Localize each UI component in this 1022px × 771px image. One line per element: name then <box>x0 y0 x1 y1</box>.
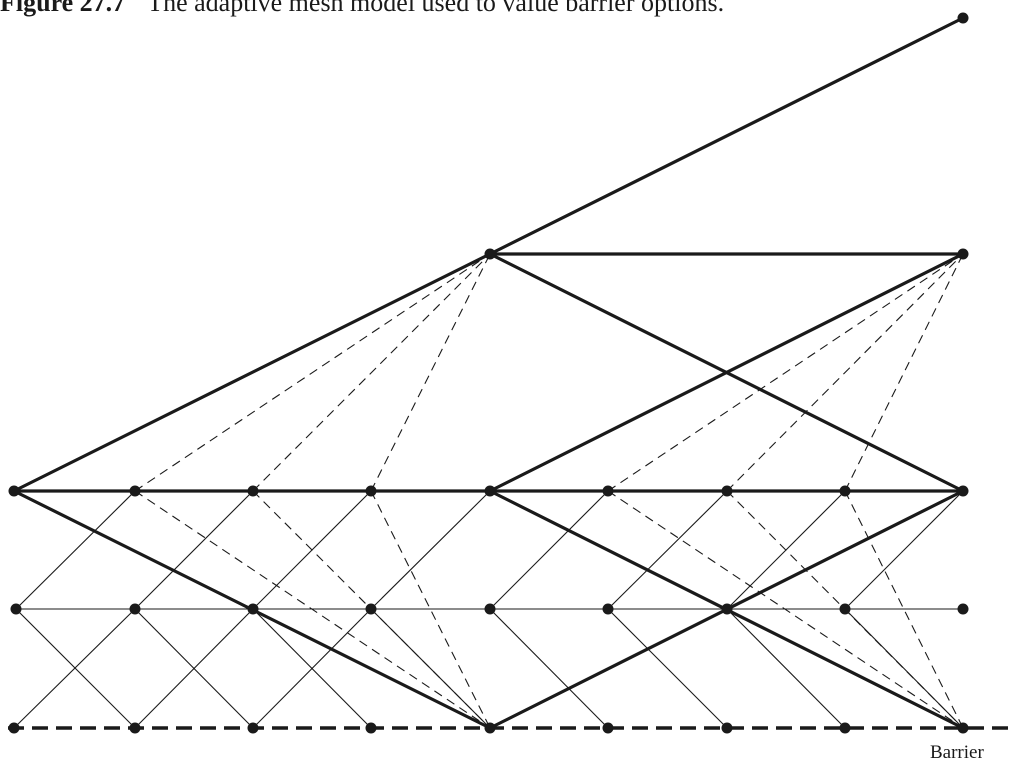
fine-edge <box>370 608 491 729</box>
fine-edge <box>489 608 609 729</box>
node <box>129 722 141 734</box>
fine-edge <box>252 608 372 729</box>
node <box>484 603 496 615</box>
node <box>129 603 141 615</box>
node <box>839 485 851 497</box>
figure-label: Figure 27.7 <box>0 0 126 17</box>
fine-edge <box>15 608 136 729</box>
coarse-edges <box>12 16 965 730</box>
fine-edge <box>607 608 728 729</box>
node <box>721 485 733 497</box>
fine-edge <box>134 608 254 729</box>
fine-edge <box>134 490 254 610</box>
node <box>957 12 969 24</box>
node <box>10 603 22 615</box>
dashed-edge <box>607 490 964 729</box>
fine-edge <box>370 490 491 610</box>
node <box>721 722 733 734</box>
coarse-edge <box>488 252 965 493</box>
node <box>484 248 496 260</box>
node <box>957 603 969 615</box>
node <box>957 485 969 497</box>
fine-edge <box>844 490 964 610</box>
node <box>8 722 20 734</box>
node <box>484 485 496 497</box>
fine-edge <box>15 490 136 610</box>
node <box>365 722 377 734</box>
dashed-edge <box>844 253 964 492</box>
mesh-nodes <box>8 12 969 734</box>
dashed-edge <box>134 253 491 492</box>
figure-caption: Figure 27.7 The adaptive mesh model used … <box>0 0 724 18</box>
fine-edge <box>489 490 609 610</box>
fine-edge <box>607 490 728 610</box>
dashed-edge <box>134 490 491 729</box>
node <box>247 722 259 734</box>
fine-edge <box>726 608 846 729</box>
node <box>721 603 733 615</box>
dashed-edge <box>252 253 491 492</box>
coarse-edge <box>12 252 492 493</box>
node <box>602 722 614 734</box>
fine-edge <box>13 608 136 729</box>
node <box>129 485 141 497</box>
node <box>957 248 969 260</box>
node <box>602 603 614 615</box>
node <box>247 485 259 497</box>
node <box>484 722 496 734</box>
node <box>365 485 377 497</box>
dashed-edge <box>370 253 491 492</box>
node <box>8 485 20 497</box>
fine-edge <box>844 608 964 729</box>
coarse-edge <box>488 16 965 256</box>
node <box>957 722 969 734</box>
node <box>839 603 851 615</box>
dashed-edge <box>607 253 964 492</box>
figure-title: The adaptive mesh model used to value ba… <box>147 0 725 17</box>
barrier-label: Barrier <box>930 742 984 763</box>
node <box>839 722 851 734</box>
node <box>365 603 377 615</box>
node <box>602 485 614 497</box>
node <box>247 603 259 615</box>
dashed-edge <box>726 253 964 492</box>
